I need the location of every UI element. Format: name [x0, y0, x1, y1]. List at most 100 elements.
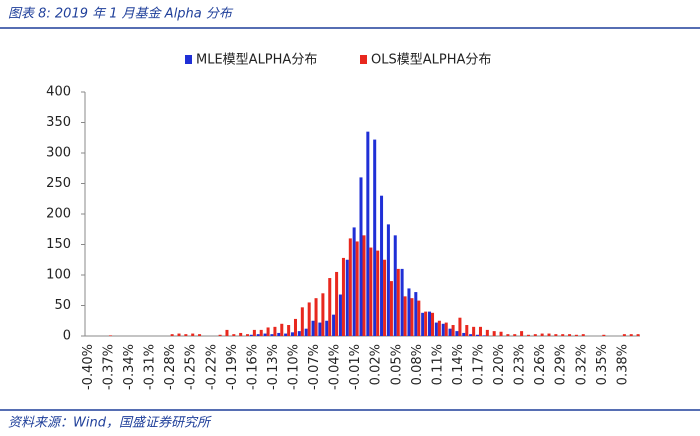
- x-tick-label: -0.16%: [245, 344, 260, 390]
- bar: [287, 325, 291, 336]
- bar: [421, 312, 425, 336]
- x-tick-label: -0.31%: [143, 344, 158, 390]
- bar: [389, 281, 393, 336]
- bar: [444, 322, 448, 336]
- x-tick-label: -0.28%: [163, 344, 178, 390]
- bar: [318, 322, 322, 336]
- bar: [448, 328, 452, 336]
- bar: [540, 333, 544, 336]
- bar: [424, 311, 428, 336]
- x-tick-label: 0.26%: [533, 344, 548, 385]
- bar: [441, 323, 445, 336]
- x-tick-label: 0.17%: [471, 344, 486, 385]
- x-tick-label: 0.38%: [615, 344, 630, 385]
- x-tick-label: 0.23%: [513, 344, 528, 385]
- bar: [513, 334, 517, 336]
- bar: [499, 331, 503, 336]
- bar: [328, 278, 332, 336]
- x-tick-label: 0.08%: [410, 344, 425, 385]
- x-tick-label: -0.25%: [184, 344, 199, 390]
- bar: [437, 320, 441, 336]
- bar: [386, 224, 390, 336]
- bar: [393, 235, 397, 336]
- bar: [177, 333, 181, 336]
- bar: [311, 320, 315, 336]
- bar: [321, 293, 325, 336]
- x-tick-label: -0.34%: [122, 344, 137, 390]
- y-tick-label: 50: [54, 298, 71, 313]
- bar: [239, 332, 243, 336]
- x-tick-label: -0.01%: [348, 344, 363, 390]
- bar: [602, 334, 606, 336]
- bar: [297, 331, 301, 336]
- bar: [277, 332, 281, 336]
- bar: [355, 241, 359, 336]
- bar: [290, 332, 294, 336]
- bar: [352, 227, 356, 336]
- bar: [184, 334, 188, 336]
- bar: [396, 268, 400, 336]
- x-tick-label: -0.19%: [225, 344, 240, 390]
- y-tick-label: 0: [63, 329, 71, 344]
- bar: [338, 294, 342, 336]
- bar: [485, 329, 489, 336]
- bar: [332, 314, 336, 336]
- bar: [307, 302, 311, 336]
- x-tick-label: -0.10%: [286, 344, 301, 390]
- x-tick-label: 0.29%: [554, 344, 569, 385]
- x-tick-label: -0.04%: [328, 344, 343, 390]
- bar: [403, 296, 407, 336]
- bar: [458, 317, 462, 336]
- bar: [568, 334, 572, 336]
- bar: [469, 334, 473, 336]
- bar: [362, 235, 366, 336]
- bar: [218, 334, 222, 336]
- bar: [462, 332, 466, 336]
- chart-title: 图表 8: 2019 年 1 月基金 Alpha 分布: [8, 6, 234, 22]
- bar: [373, 139, 377, 336]
- x-tick-label: 0.02%: [369, 344, 384, 385]
- x-tick-label: -0.07%: [307, 344, 322, 390]
- bar: [252, 329, 256, 336]
- bar: [455, 331, 459, 336]
- x-tick-label: 0.05%: [389, 344, 404, 385]
- bar: [629, 334, 633, 336]
- bar: [170, 334, 174, 336]
- y-tick-label: 250: [46, 176, 71, 191]
- bar: [492, 331, 496, 336]
- bar: [300, 307, 304, 336]
- bar: [554, 334, 558, 336]
- bar: [431, 312, 435, 336]
- bar: [325, 320, 329, 336]
- x-tick-label: -0.22%: [204, 344, 219, 390]
- legend-label: OLS模型ALPHA分布: [371, 53, 491, 68]
- bar: [232, 334, 236, 336]
- bar: [366, 131, 370, 336]
- bar: [376, 250, 380, 336]
- bar: [191, 333, 195, 336]
- x-tick-label: 0.32%: [574, 344, 589, 385]
- y-tick-label: 300: [46, 146, 71, 161]
- bar: [335, 271, 339, 336]
- bar: [225, 329, 229, 336]
- source: 资料来源：Wind，国盛证券研究所: [8, 415, 212, 431]
- bar: [246, 334, 250, 336]
- bar: [263, 333, 267, 336]
- legend-swatch: [360, 55, 367, 64]
- bar: [304, 328, 308, 336]
- bar: [345, 259, 349, 336]
- legend-swatch: [185, 55, 192, 64]
- bar: [266, 327, 270, 336]
- bar: [636, 334, 640, 336]
- bar: [472, 326, 476, 336]
- legend-label: MLE模型ALPHA分布: [196, 53, 317, 68]
- bar: [434, 322, 438, 336]
- bar: [482, 335, 486, 336]
- bar: [475, 334, 479, 336]
- bar: [414, 292, 418, 336]
- bar: [380, 195, 384, 336]
- bar: [314, 298, 318, 336]
- bar: [547, 333, 551, 336]
- bar: [400, 268, 404, 336]
